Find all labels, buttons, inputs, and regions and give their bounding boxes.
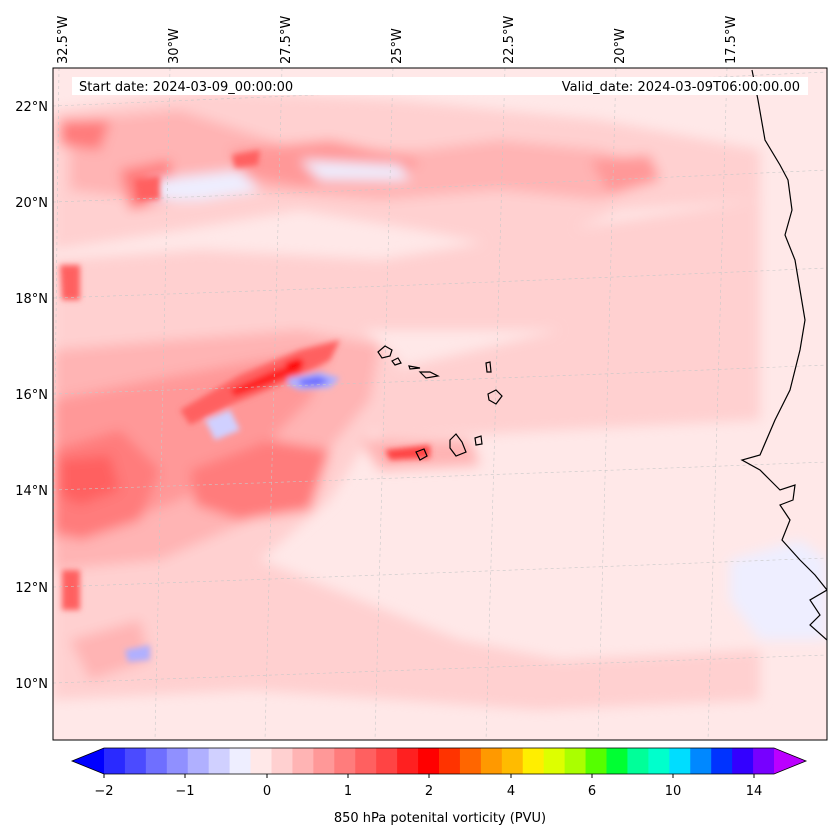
colorbar-segment xyxy=(271,748,293,774)
colorbar-extend-max xyxy=(774,748,806,774)
colorbar-tick-label: 4 xyxy=(507,784,515,799)
lat-label: 22°N xyxy=(15,100,48,115)
colorbar-segment xyxy=(459,748,482,774)
lon-label: 25°W xyxy=(390,28,405,64)
colorbar xyxy=(70,747,808,778)
colorbar-segment xyxy=(145,748,168,774)
lon-label: 27.5°W xyxy=(279,16,294,64)
colorbar-tick-label: 2 xyxy=(425,784,433,799)
lon-label: 20°W xyxy=(613,28,628,64)
colorbar-segment xyxy=(543,748,566,774)
map-border xyxy=(52,67,828,741)
colorbar-tick-label: 6 xyxy=(588,784,596,799)
cape-verde-fogo xyxy=(415,448,428,461)
colorbar-segment xyxy=(166,748,189,774)
colorbar-segment xyxy=(187,748,210,774)
start-date-label: Start date: 2024-03-09_00:00:00 xyxy=(79,80,293,95)
colorbar-segment xyxy=(334,748,356,774)
cape-verde-boa-vista xyxy=(487,389,503,405)
colorbar-segment xyxy=(397,748,419,774)
lat-label: 14°N xyxy=(15,484,48,499)
cape-verde-santo-antao xyxy=(377,345,393,359)
colorbar-segment xyxy=(480,748,503,774)
lon-label: 30°W xyxy=(167,28,182,64)
lat-label: 20°N xyxy=(15,196,48,211)
colorbar-segment xyxy=(250,748,272,774)
colorbar-segment xyxy=(124,748,147,774)
colorbar-segment xyxy=(606,748,628,774)
colorbar-tick-label: 14 xyxy=(746,784,763,799)
cape-verde-sao-vicente xyxy=(391,357,402,366)
coastlines xyxy=(377,69,827,641)
africa-coastline xyxy=(740,69,827,641)
lat-label: 18°N xyxy=(15,292,48,307)
colorbar-segment xyxy=(732,748,754,774)
pv-contour-fill xyxy=(53,90,827,710)
colorbar-segment xyxy=(292,748,314,774)
map-gridlines xyxy=(53,68,827,740)
colorbar-segment xyxy=(313,748,335,774)
colorbar-segment xyxy=(564,748,587,774)
colorbar-tick-label: 10 xyxy=(665,784,682,799)
colorbar-segment xyxy=(501,748,524,774)
colorbar-segment xyxy=(208,748,231,774)
colorbar-segment xyxy=(522,748,545,774)
lat-label: 16°N xyxy=(15,388,48,403)
colorbar-title: 850 hPa potenital vorticity (PVU) xyxy=(334,811,546,826)
colorbar-segment xyxy=(229,748,252,774)
cape-verde-sal-alt xyxy=(418,371,440,379)
colorbar-tick-label: 1 xyxy=(344,784,352,799)
cape-verde-maio xyxy=(474,435,483,446)
colorbar-segment xyxy=(669,748,691,774)
lat-label: 12°N xyxy=(15,581,48,596)
lon-label: 17.5°W xyxy=(724,16,739,64)
colorbar-segment xyxy=(648,748,670,774)
colorbar-tick-labels: −2 −1 0 1 2 4 6 10 14 xyxy=(94,784,762,799)
cape-verde-sao-nicolau xyxy=(408,365,421,370)
latitude-labels: 22°N 20°N 18°N 16°N 14°N 12°N 10°N xyxy=(15,100,48,692)
colorbar-segment xyxy=(376,748,398,774)
pv-sharp-features xyxy=(60,150,430,662)
colorbar-segment xyxy=(753,748,775,774)
colorbar-tick-label: −1 xyxy=(175,784,194,799)
cape-verde-sal xyxy=(485,361,492,373)
colorbar-segment xyxy=(585,748,607,774)
map-panel: Start date: 2024-03-09_00:00:00 Valid_da… xyxy=(53,68,827,740)
start-date-box xyxy=(72,77,452,95)
colorbar-segment xyxy=(418,748,440,774)
lon-label: 32.5°W xyxy=(56,16,71,64)
colorbar-tick-label: 0 xyxy=(263,784,271,799)
valid-date-box xyxy=(452,77,808,95)
colorbar-segment xyxy=(355,748,377,774)
colorbar-segment xyxy=(711,748,733,774)
lat-label: 10°N xyxy=(15,677,48,692)
colorbar-extend-min xyxy=(72,748,104,774)
valid-date-label: Valid_date: 2024-03-09T06:00:00.00 xyxy=(562,80,800,95)
colorbar-segment xyxy=(690,748,712,774)
colorbar-segment xyxy=(104,748,126,774)
longitude-labels: 32.5°W 30°W 27.5°W 25°W 22.5°W 20°W 17.5… xyxy=(56,16,739,64)
colorbar-segment xyxy=(439,748,461,774)
cape-verde-santiago xyxy=(449,433,467,457)
colorbar-segment xyxy=(627,748,649,774)
lon-label: 22.5°W xyxy=(502,16,517,64)
colorbar-tick-label: −2 xyxy=(94,784,113,799)
